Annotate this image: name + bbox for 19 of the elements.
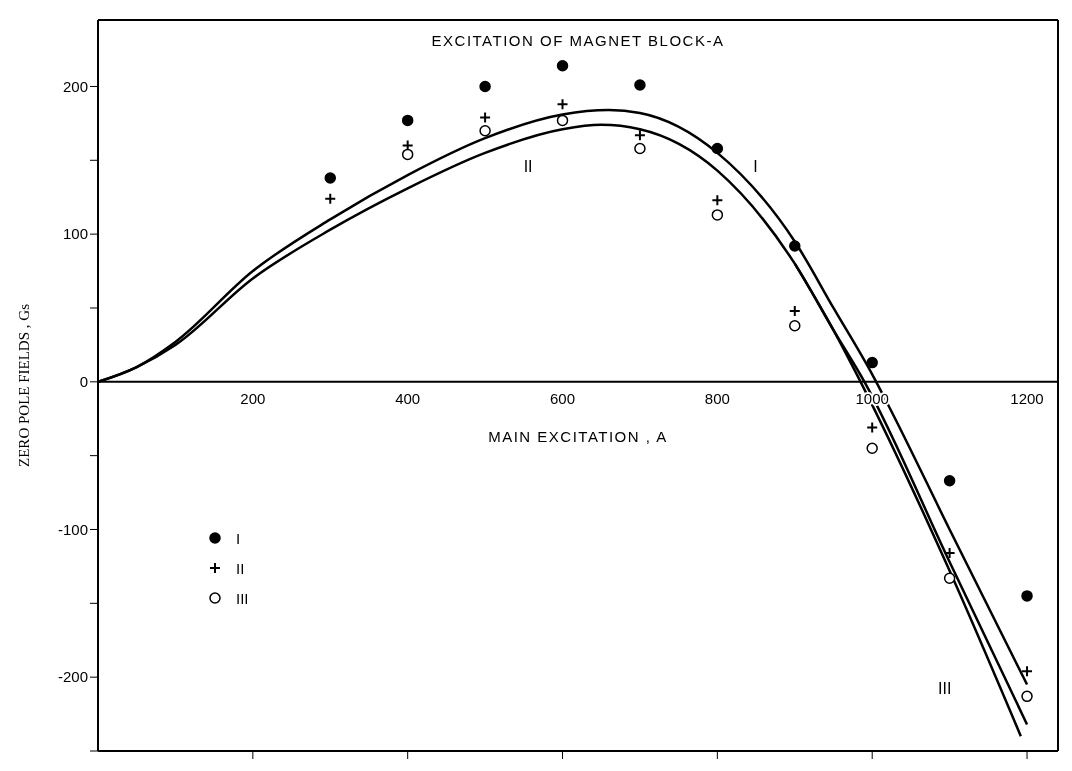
legend-label: III — [236, 589, 249, 607]
annotation: III — [938, 680, 952, 698]
annotation: II — [523, 157, 533, 175]
y-tick-label: 100 — [62, 225, 88, 243]
legend-label: II — [236, 559, 245, 577]
legend-label: I — [236, 529, 241, 547]
y-tick-label: -200 — [57, 668, 88, 686]
y-tick-label: -100 — [57, 520, 88, 538]
annotation: I — [753, 157, 758, 175]
x-tick-label: 1200 — [1010, 389, 1044, 407]
y-tick-label: 200 — [62, 77, 88, 95]
y-tick-label: 0 — [79, 373, 88, 391]
x-tick-label: 400 — [395, 389, 421, 407]
x-axis-title: MAIN EXCITATION , A — [488, 427, 668, 445]
x-tick-label: 200 — [240, 389, 266, 407]
x-tick-label: 600 — [550, 389, 576, 407]
text: EXCITATION OF MAGNET BLOCK-A — [431, 32, 725, 49]
y-axis-title: ZERO POLE FIELDS , Gs — [16, 303, 33, 467]
x-tick-label: 800 — [704, 389, 730, 407]
